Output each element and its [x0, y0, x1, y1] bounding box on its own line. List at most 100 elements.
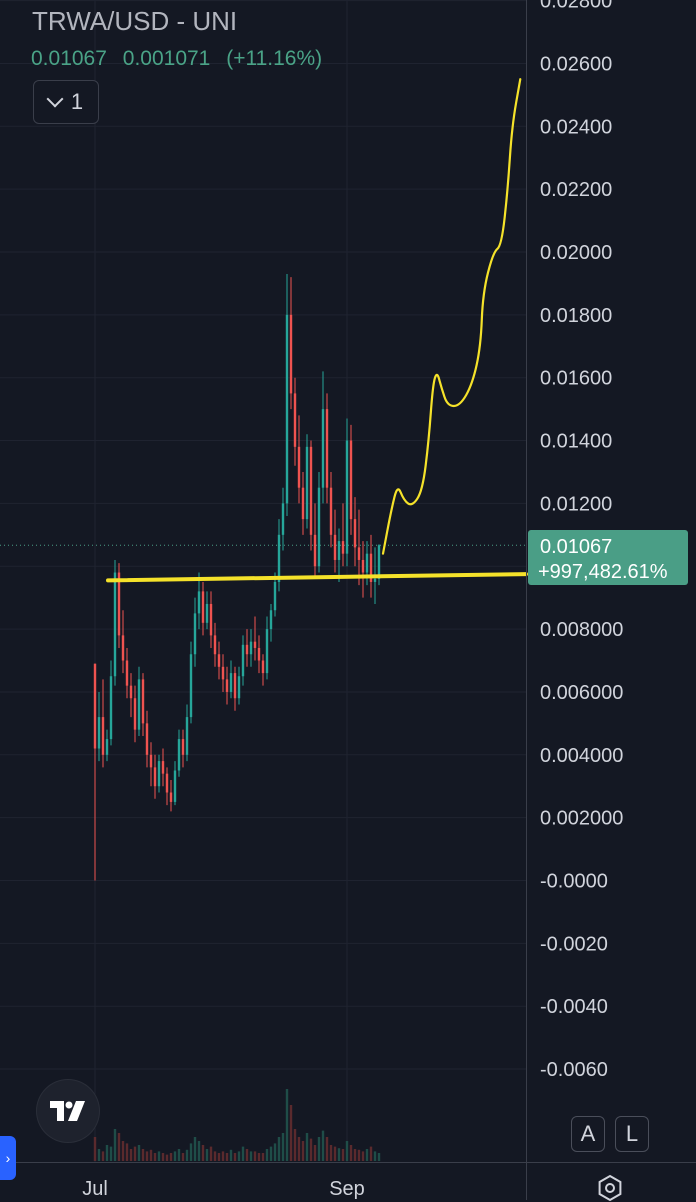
support-line: [106, 572, 528, 583]
volume-bar: [341, 1149, 345, 1161]
drawings: [0, 78, 528, 583]
candle-body: [289, 314, 293, 394]
candle-body: [201, 591, 205, 623]
volume-bar: [309, 1138, 313, 1161]
volume-bar: [225, 1153, 229, 1161]
candle-body: [269, 610, 273, 630]
tradingview-logo-icon[interactable]: [37, 1080, 99, 1142]
candle-body: [317, 487, 321, 567]
volume-bar: [149, 1149, 153, 1161]
change-value: 0.001071: [122, 47, 211, 70]
volume-bar: [345, 1141, 349, 1161]
volume-bar: [337, 1148, 341, 1161]
volume-bar: [161, 1153, 165, 1161]
volume-bar: [93, 1137, 97, 1161]
volume-bar: [165, 1154, 169, 1161]
volume-bar: [357, 1149, 361, 1161]
x-tick-label: Sep: [329, 1178, 365, 1200]
candle-body: [233, 673, 237, 699]
log-scale-button[interactable]: L: [615, 1116, 649, 1152]
grid: [0, 0, 526, 1162]
candle-body: [281, 503, 285, 535]
price-tag-value: 0.01067: [540, 536, 612, 558]
candle-body: [293, 393, 297, 447]
candle-body: [105, 739, 109, 755]
volume-bar: [245, 1149, 249, 1161]
candle-body: [285, 314, 289, 504]
volume-bar: [349, 1145, 353, 1161]
volume-bar: [133, 1146, 137, 1161]
chevron-right-icon[interactable]: ›: [0, 1136, 16, 1180]
volume-bar: [317, 1137, 321, 1161]
candle-body: [361, 559, 365, 573]
candle-body: [97, 717, 101, 749]
y-tick-label: -0.0000: [540, 871, 608, 893]
volume-bar: [193, 1137, 197, 1161]
candle-body: [277, 534, 281, 582]
candle-body: [129, 685, 133, 699]
volume-bar: [137, 1145, 141, 1161]
y-tick-label: -0.0040: [540, 996, 608, 1018]
volume-bar: [377, 1153, 381, 1161]
change-percent: (+11.16%): [226, 47, 323, 70]
gear-icon[interactable]: [596, 1174, 624, 1202]
candle-body: [141, 679, 145, 724]
volume-bar: [229, 1149, 233, 1161]
candle-body: [305, 446, 309, 520]
candle-body: [193, 613, 197, 655]
candle-body: [133, 698, 137, 730]
volume-bar: [117, 1133, 121, 1161]
candle-body: [229, 673, 233, 692]
candle-body: [297, 446, 301, 488]
volume-bar: [293, 1129, 297, 1161]
price-axis[interactable]: 0.02800 0.02600 0.02400 0.02200 0.02000 0.018…: [526, 0, 624, 1200]
candle-body: [309, 446, 313, 535]
volume-bar: [297, 1137, 301, 1161]
candle-body: [109, 676, 113, 740]
volume-bar: [265, 1149, 269, 1161]
auto-scale-button[interactable]: A: [571, 1116, 605, 1152]
y-tick-label: 0.02200: [540, 179, 612, 201]
indicators-toggle-button[interactable]: 1: [33, 80, 99, 124]
volume-bar: [237, 1151, 241, 1161]
candle-body: [325, 409, 329, 488]
volume-bar: [145, 1151, 149, 1161]
price-tag-box: [528, 530, 688, 585]
price-values: 0.01067 0.001071 (+11.16%): [31, 47, 332, 71]
y-tick-label: 0.02800: [540, 0, 612, 13]
volume-bar: [109, 1146, 113, 1161]
volume-bar: [305, 1133, 309, 1161]
candle-body: [217, 654, 221, 667]
symbol-title[interactable]: TRWA/USD - UNI: [32, 6, 238, 36]
y-tick-label: 0.01400: [540, 431, 612, 453]
y-tick-label: -0.0020: [540, 933, 608, 955]
candle-body: [265, 629, 269, 674]
y-tick-label: 0.01600: [540, 368, 612, 390]
volume-bar: [365, 1149, 369, 1161]
candle-body: [157, 761, 161, 787]
candle-body: [113, 572, 117, 677]
candle-body: [197, 591, 201, 614]
volume-bar: [233, 1153, 237, 1161]
volume-bar: [253, 1151, 257, 1161]
candle-body: [213, 635, 217, 655]
candle-body: [257, 647, 261, 661]
volume-bar: [261, 1153, 265, 1161]
candle-body: [125, 660, 129, 686]
candle-body: [177, 739, 181, 771]
volume-bar: [273, 1143, 277, 1161]
candle-body: [329, 487, 333, 535]
volume-bar: [221, 1151, 225, 1161]
volume-bar: [241, 1146, 245, 1161]
candle-body: [245, 644, 249, 655]
volume-bar: [129, 1149, 133, 1161]
candle-body: [377, 545, 381, 579]
volume-bar: [353, 1149, 357, 1161]
y-tick-label: 0.002000: [540, 808, 623, 830]
candle-body: [173, 770, 177, 802]
time-axis[interactable]: Jul Sep: [0, 1162, 696, 1201]
candle-body: [117, 572, 121, 636]
volume-bar: [185, 1149, 189, 1161]
candle-body: [273, 581, 277, 611]
